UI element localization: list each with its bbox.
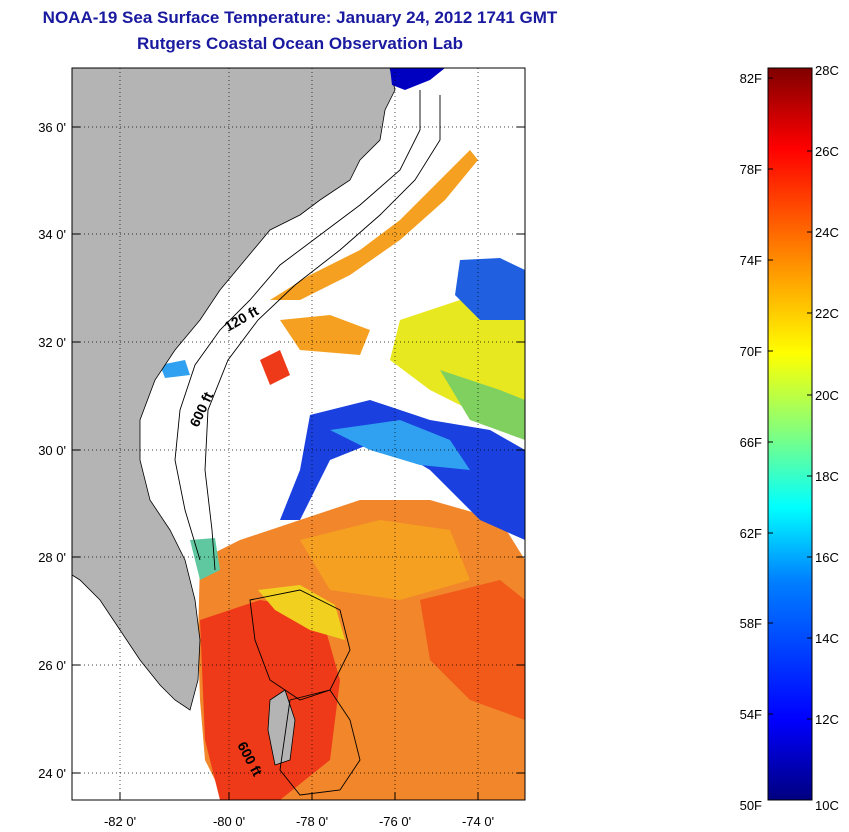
lon-label: -82 0'	[104, 814, 136, 829]
colorbar-f-label: 66F	[740, 435, 762, 450]
land-layer	[72, 68, 445, 766]
map-subtitle: Rutgers Coastal Ocean Observation Lab	[137, 34, 463, 53]
lat-label: 34 0'	[38, 227, 66, 242]
tick-marks	[72, 126, 525, 800]
colorbar-f-label: 70F	[740, 344, 762, 359]
colorbar-c-label: 26C	[815, 144, 839, 159]
colorbar-f-label: 74F	[740, 253, 762, 268]
lat-label: 28 0'	[38, 550, 66, 565]
colorbar-c-label: 22C	[815, 306, 839, 321]
lat-label: 26 0'	[38, 658, 66, 673]
latitude-labels: 36 0' 34 0' 32 0' 30 0' 28 0' 26 0' 24 0…	[38, 120, 66, 781]
contour-lines	[174, 90, 441, 796]
colorbar-c-label: 10C	[815, 798, 839, 813]
lon-label: -74 0'	[462, 814, 494, 829]
lon-label: -78 0'	[296, 814, 328, 829]
colorbar-c-label: 16C	[815, 550, 839, 565]
us-east-coast-land	[72, 68, 396, 711]
colorbar-c-label: 28C	[815, 63, 839, 78]
colorbar-c-label: 18C	[815, 469, 839, 484]
colorbar-f-label: 54F	[740, 707, 762, 722]
lat-label: 36 0'	[38, 120, 66, 135]
colorbar-scale	[767, 67, 813, 801]
lat-label: 32 0'	[38, 335, 66, 350]
lon-label: -76 0'	[379, 814, 411, 829]
lat-label: 30 0'	[38, 443, 66, 458]
colorbar-f-label: 58F	[740, 616, 762, 631]
colorbar-c-label: 24C	[815, 225, 839, 240]
lon-label: -80 0'	[213, 814, 245, 829]
lat-label: 24 0'	[38, 766, 66, 781]
sst-data-layer	[160, 150, 525, 800]
colorbar-f-label: 82F	[740, 71, 762, 86]
map-title: NOAA-19 Sea Surface Temperature: January…	[42, 8, 558, 27]
colorbar-c-label: 12C	[815, 712, 839, 727]
colorbar-f-label: 62F	[740, 526, 762, 541]
colorbar-f-label: 50F	[740, 798, 762, 813]
colorbar: 82F 78F 74F 70F 66F 62F 58F 54F 50F 28C …	[740, 63, 839, 813]
colorbar-f-label: 78F	[740, 162, 762, 177]
map-border	[71, 67, 526, 801]
colorbar-c-label: 20C	[815, 388, 839, 403]
colorbar-c-label: 14C	[815, 631, 839, 646]
longitude-labels: -82 0' -80 0' -78 0' -76 0' -74 0'	[104, 814, 494, 829]
